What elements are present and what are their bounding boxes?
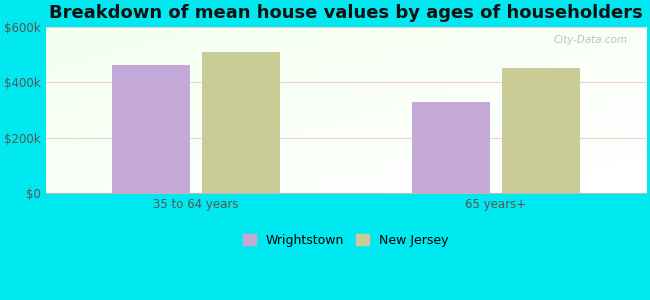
Bar xyxy=(502,68,580,193)
Bar xyxy=(112,65,190,193)
Text: City-Data.com: City-Data.com xyxy=(554,35,628,45)
Legend: Wrightstown, New Jersey: Wrightstown, New Jersey xyxy=(239,230,452,250)
Title: Breakdown of mean house values by ages of householders: Breakdown of mean house values by ages o… xyxy=(49,4,643,22)
Bar xyxy=(411,102,490,193)
Bar xyxy=(202,52,280,193)
